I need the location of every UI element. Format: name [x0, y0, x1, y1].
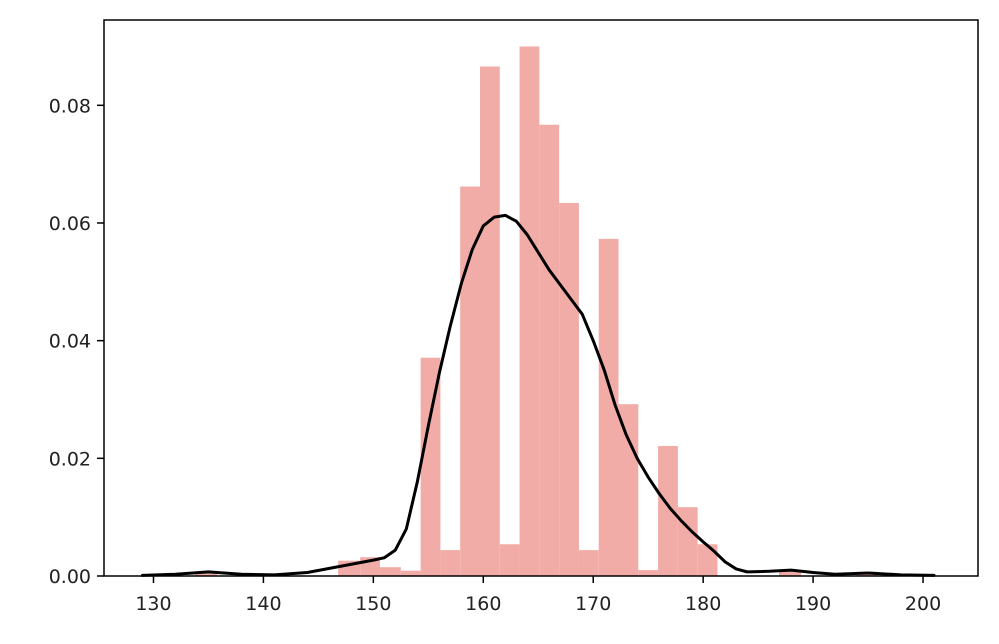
histogram-bar-6: [440, 550, 461, 576]
x-tick-label: 130: [135, 593, 171, 615]
x-tick-label: 140: [245, 593, 281, 615]
histogram-bars: [195, 46, 878, 577]
histogram-bar-8: [479, 66, 500, 576]
y-tick-label: 0.00: [49, 566, 91, 588]
kde-curve: [140, 213, 936, 577]
histogram-bar-11: [539, 124, 560, 576]
x-tick-label: 160: [465, 593, 501, 615]
x-tick-label: 180: [685, 593, 721, 615]
histogram-bar-16: [638, 570, 659, 576]
y-tick-label: 0.08: [49, 95, 91, 117]
histogram-bar-4: [400, 570, 421, 576]
x-tick-label: 200: [905, 593, 941, 615]
plot-frame: [103, 19, 979, 577]
histogram-bar-19: [697, 544, 718, 576]
x-tick-label: 170: [575, 593, 611, 615]
histogram-bar-14: [598, 238, 619, 576]
x-axis: 130 140 150 160 170 180 190 200: [135, 576, 941, 615]
histogram-bar-0: [195, 571, 218, 576]
x-tick-label: 190: [795, 593, 831, 615]
x-tick-label: 150: [355, 593, 391, 615]
histogram-bar-18: [677, 507, 698, 576]
histogram-bar-5: [420, 357, 441, 576]
histogram-bar-10: [519, 46, 540, 577]
histogram-bar-3: [379, 567, 401, 576]
y-tick-label: 0.06: [49, 213, 91, 235]
histogram-bar-13: [578, 550, 599, 576]
histogram-bar-9: [499, 544, 520, 576]
histogram-bar-20: [779, 570, 801, 576]
histogram-bar-17: [658, 445, 678, 576]
histogram-bar-15: [618, 404, 639, 576]
y-axis: 0.00 0.02 0.04 0.06 0.08: [49, 95, 104, 588]
histogram-bar-7: [460, 186, 480, 576]
histogram-bar-12: [559, 202, 579, 577]
y-tick-label: 0.02: [49, 448, 91, 470]
y-tick-label: 0.04: [49, 331, 91, 353]
